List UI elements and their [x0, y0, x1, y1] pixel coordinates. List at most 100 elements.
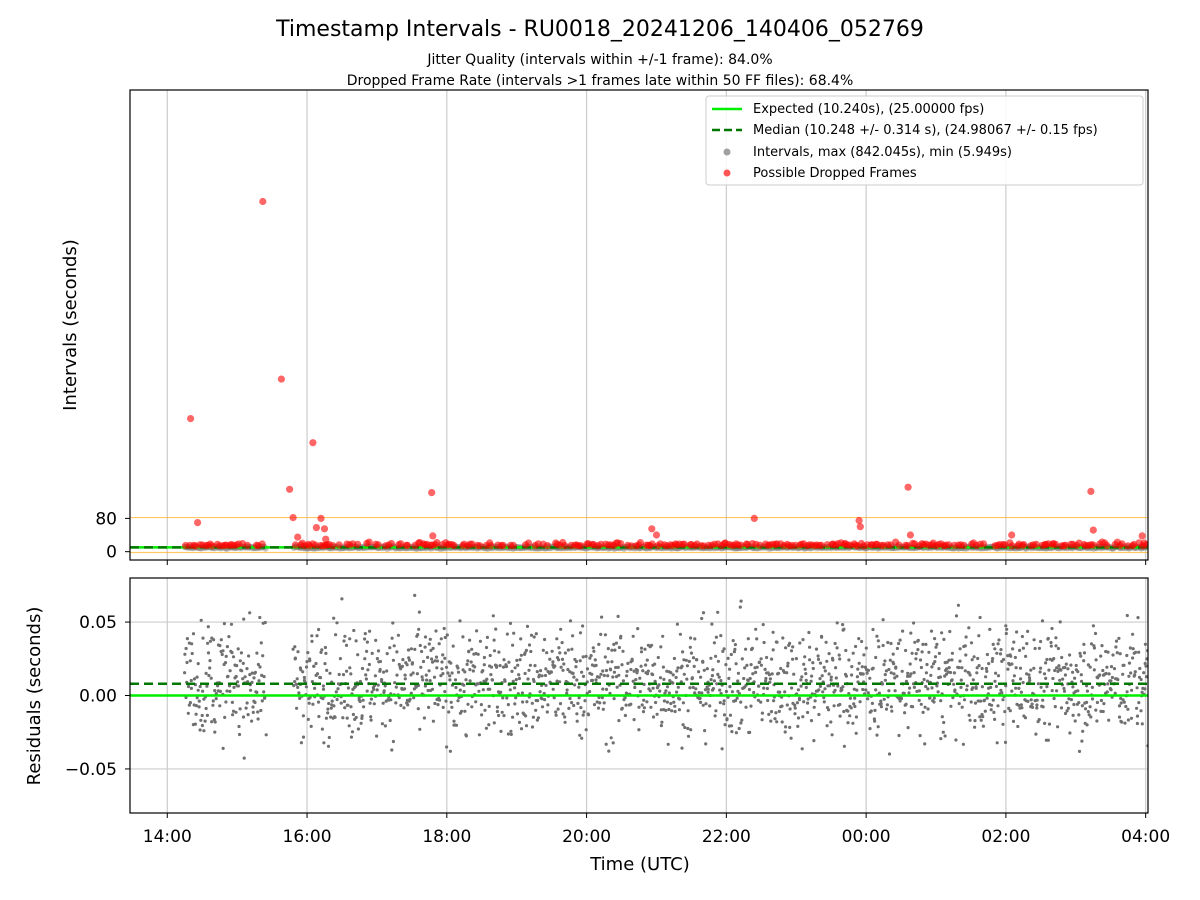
residual-point — [523, 651, 527, 655]
residual-point — [793, 703, 797, 707]
dropped-frame-point — [648, 525, 656, 533]
residual-point — [935, 642, 939, 647]
residual-point — [992, 710, 996, 715]
residual-point — [710, 622, 714, 626]
residual-point — [342, 639, 346, 643]
residual-point — [316, 700, 321, 704]
residual-point — [664, 689, 668, 693]
residual-point — [214, 697, 218, 701]
residual-point — [855, 688, 859, 692]
dropped-frame-point — [329, 542, 337, 550]
residual-point — [974, 685, 978, 689]
residual-point — [789, 649, 794, 653]
residual-point — [403, 677, 407, 681]
residual-point — [1081, 729, 1085, 733]
residual-point — [1033, 646, 1037, 651]
residual-point — [241, 715, 246, 719]
dropped-frame-point — [289, 514, 297, 522]
residual-point — [209, 676, 213, 680]
residual-point — [391, 621, 395, 625]
residual-point — [785, 703, 789, 707]
residual-point — [824, 640, 828, 644]
residual-point — [739, 599, 743, 603]
residual-point — [1100, 644, 1104, 648]
residual-point — [426, 655, 430, 660]
residual-point — [837, 653, 841, 657]
residual-point — [517, 673, 521, 677]
residual-point — [929, 629, 934, 633]
residual-point — [1080, 704, 1084, 708]
residual-point — [563, 720, 567, 724]
residual-point — [234, 710, 238, 714]
legend-entry-intervals: Intervals, max (842.045s), min (5.949s) — [723, 145, 1012, 160]
residual-point — [434, 629, 438, 633]
residual-point — [795, 701, 800, 705]
residual-point — [354, 639, 358, 643]
residual-point — [773, 717, 777, 721]
residual-point — [478, 639, 482, 643]
residual-point — [393, 681, 397, 685]
residual-point — [481, 688, 485, 692]
residual-point — [1086, 663, 1090, 667]
residual-point — [860, 665, 864, 669]
residual-point — [523, 671, 527, 676]
residual-point — [613, 648, 617, 652]
residual-point — [584, 654, 588, 659]
residual-point — [711, 687, 716, 691]
dropped-frame-point — [258, 540, 266, 548]
residual-point — [1118, 652, 1122, 656]
residual-point — [771, 630, 775, 634]
residual-point — [374, 638, 378, 643]
residual-point — [492, 649, 497, 653]
residual-point — [808, 658, 812, 662]
residual-point — [417, 610, 421, 614]
residual-point — [245, 701, 249, 705]
residual-point — [904, 679, 909, 683]
residual-point — [734, 662, 738, 666]
dropped-frame-point — [1087, 487, 1095, 495]
residual-point — [468, 638, 472, 642]
residual-point — [710, 674, 715, 678]
residual-point — [662, 677, 666, 682]
residual-point — [1077, 713, 1081, 717]
residual-point — [232, 685, 236, 690]
residual-point — [1043, 721, 1047, 726]
residual-point — [1056, 669, 1060, 674]
residual-point — [448, 749, 452, 753]
residual-point — [213, 720, 217, 724]
residual-point — [991, 698, 995, 702]
residual-point — [743, 666, 747, 670]
dropped-frame-point — [397, 540, 405, 548]
residual-point — [838, 702, 842, 707]
residual-point — [1041, 698, 1045, 702]
residual-point — [469, 660, 473, 664]
residual-point — [229, 622, 234, 626]
residual-point — [577, 696, 581, 700]
residual-point — [1041, 705, 1045, 709]
residual-point — [802, 662, 806, 666]
residual-point — [480, 713, 484, 717]
residual-point — [706, 687, 710, 691]
residual-point — [452, 719, 456, 723]
residual-point — [746, 637, 750, 641]
residual-point — [957, 666, 961, 670]
residual-point — [883, 678, 888, 682]
residual-point — [390, 636, 394, 640]
residual-point — [517, 720, 522, 725]
residual-point — [604, 668, 609, 673]
residual-point — [723, 723, 727, 727]
residual-point — [193, 722, 197, 726]
residual-point — [1077, 749, 1082, 754]
residual-point — [1044, 676, 1048, 681]
residual-point — [369, 697, 373, 701]
residual-point — [755, 665, 759, 669]
residual-point — [833, 641, 837, 646]
residual-point — [485, 635, 489, 640]
residual-point — [715, 682, 719, 686]
residual-point — [850, 665, 854, 669]
residual-point — [345, 669, 349, 673]
residual-point — [546, 703, 550, 707]
residual-point — [1046, 636, 1050, 641]
residual-point — [502, 658, 506, 662]
residual-point — [588, 690, 592, 694]
